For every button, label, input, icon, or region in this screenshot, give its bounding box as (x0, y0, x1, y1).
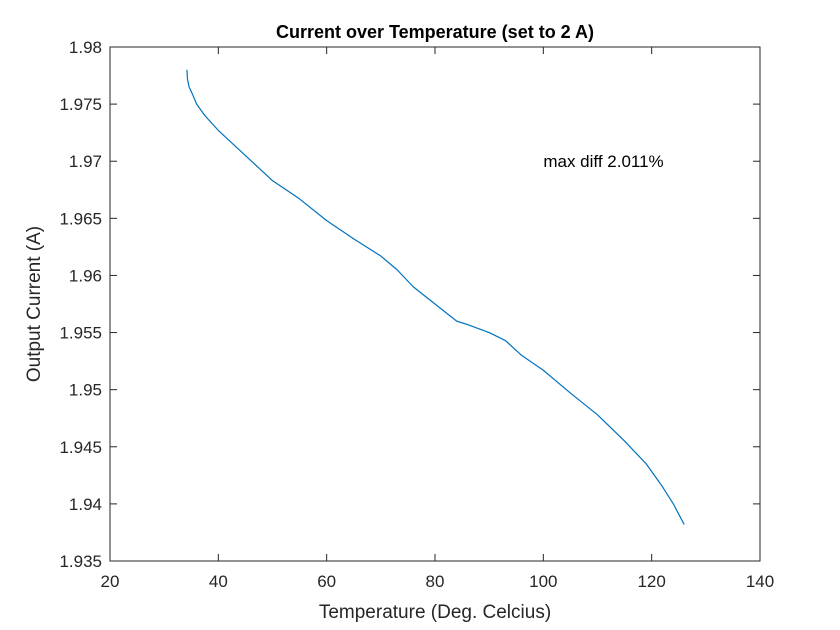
series-layer (186, 69, 685, 525)
x-tick-label: 120 (637, 572, 665, 591)
y-tick-label: 1.97 (69, 152, 102, 171)
y-tick-label: 1.955 (59, 324, 102, 343)
y-tick-label: 1.975 (59, 95, 102, 114)
y-tick-label: 1.98 (69, 38, 102, 57)
x-tick-label: 100 (529, 572, 557, 591)
chart-title: Current over Temperature (set to 2 A) (276, 22, 594, 42)
max-diff-annotation: max diff 2.011% (543, 152, 663, 171)
y-axis-label: Output Current (A) (24, 226, 45, 382)
x-tick-label: 40 (209, 572, 228, 591)
plot-frame (109, 46, 761, 562)
ticks-layer: 20 40 60 80 100 120 140 1.935 1.94 1.945 1.95 1.955… (59, 38, 774, 591)
y-tick-label: 1.95 (69, 381, 102, 400)
y-tick-label: 1.96 (69, 266, 102, 285)
y-tick-label: 1.94 (69, 495, 102, 514)
x-tick-label: 20 (101, 572, 120, 591)
x-tick-label: 60 (317, 572, 336, 591)
y-tick-label: 1.945 (59, 438, 102, 457)
x-tick-label: 140 (746, 572, 774, 591)
x-axis-label: Temperature (Deg. Celcius) (319, 602, 551, 623)
y-tick-label: 1.965 (59, 209, 102, 228)
y-tick-label: 1.935 (59, 552, 102, 571)
series-line (186, 69, 685, 525)
x-tick-label: 80 (426, 572, 445, 591)
